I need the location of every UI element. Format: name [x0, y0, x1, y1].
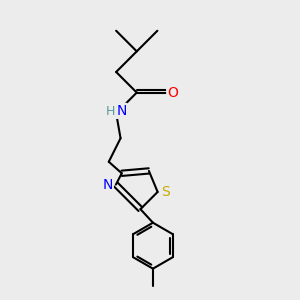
Text: N: N [116, 104, 127, 118]
Text: H: H [106, 105, 116, 118]
Text: S: S [161, 185, 170, 199]
Text: N: N [102, 178, 113, 192]
Text: O: O [167, 85, 178, 100]
